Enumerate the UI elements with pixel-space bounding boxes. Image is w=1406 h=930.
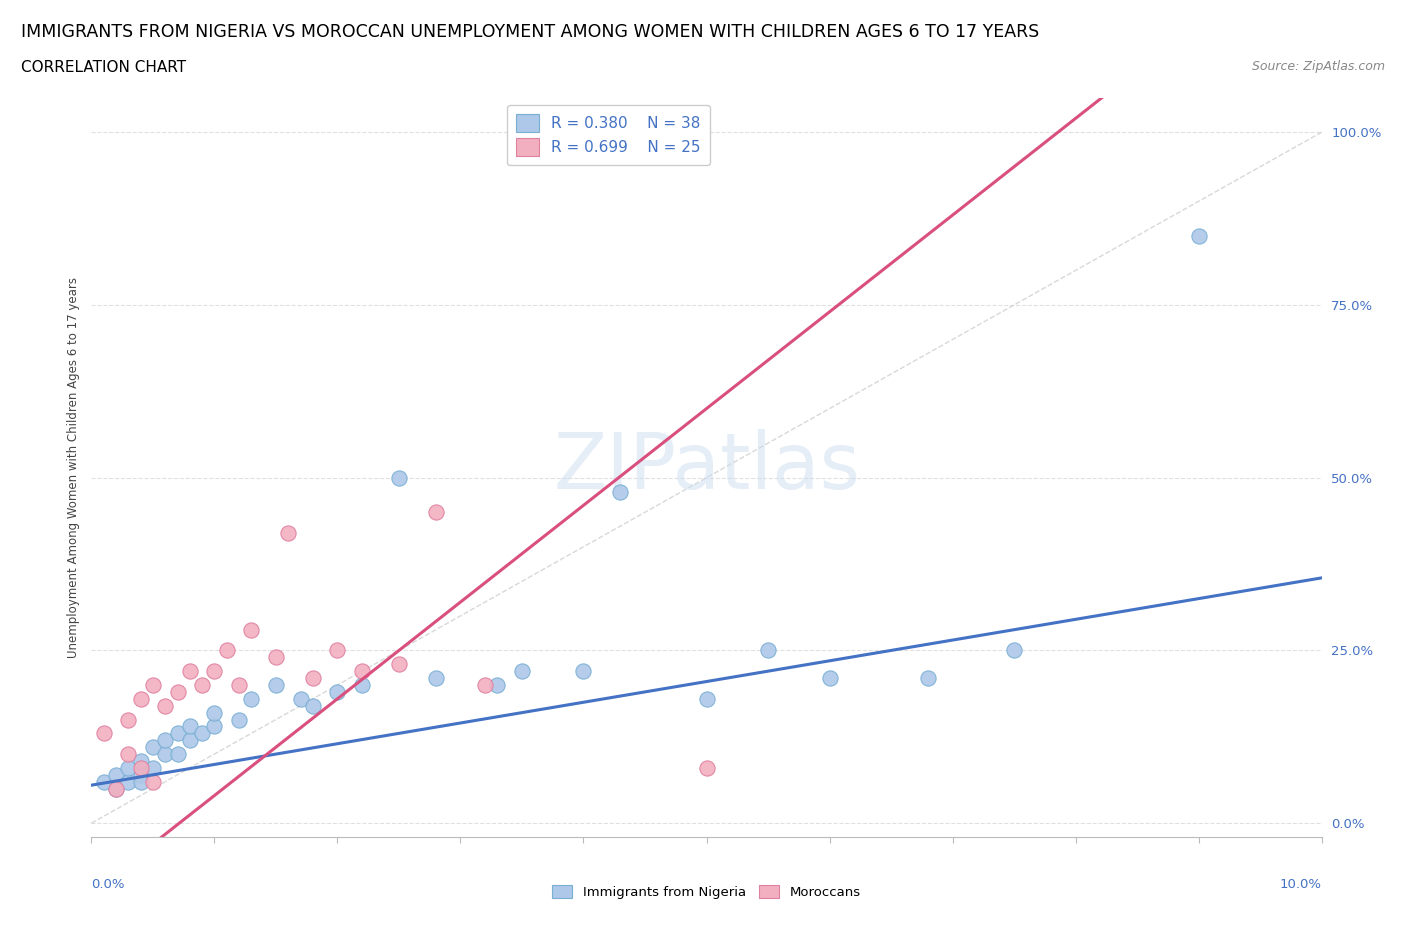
Point <box>388 471 411 485</box>
Point <box>756 643 779 658</box>
Y-axis label: Unemployment Among Women with Children Ages 6 to 17 years: Unemployment Among Women with Children A… <box>67 277 80 658</box>
Text: ZIPatlas: ZIPatlas <box>553 430 860 505</box>
Point <box>117 712 139 727</box>
Point <box>301 698 323 713</box>
Point <box>202 705 225 720</box>
Point <box>129 691 152 706</box>
Point <box>350 664 373 679</box>
Point <box>202 719 225 734</box>
Text: CORRELATION CHART: CORRELATION CHART <box>21 60 186 75</box>
Point <box>264 650 287 665</box>
Point <box>277 525 299 540</box>
Point <box>105 781 127 796</box>
Point <box>696 761 718 776</box>
Point <box>301 671 323 685</box>
Point <box>191 678 214 693</box>
Point <box>609 485 631 499</box>
Point <box>93 775 115 790</box>
Point <box>240 691 263 706</box>
Point <box>326 643 349 658</box>
Point <box>153 733 177 748</box>
Point <box>350 678 373 693</box>
Point <box>202 664 225 679</box>
Point <box>129 767 152 782</box>
Point <box>240 622 263 637</box>
Point <box>696 691 718 706</box>
Point <box>105 781 127 796</box>
Point <box>228 678 250 693</box>
Point <box>166 747 188 762</box>
Point <box>425 505 447 520</box>
Point <box>818 671 841 685</box>
Point <box>917 671 939 685</box>
Point <box>388 657 411 671</box>
Point <box>228 712 250 727</box>
Point <box>179 733 201 748</box>
Point <box>142 678 165 693</box>
Point <box>142 775 165 790</box>
Point <box>93 726 115 741</box>
Point <box>474 678 496 693</box>
Point <box>153 747 177 762</box>
Point <box>486 678 509 693</box>
Point <box>572 664 595 679</box>
Point <box>425 671 447 685</box>
Point <box>129 775 152 790</box>
Point <box>326 684 349 699</box>
Point <box>166 684 188 699</box>
Point <box>142 761 165 776</box>
Text: 10.0%: 10.0% <box>1279 879 1322 892</box>
Point <box>179 719 201 734</box>
Point <box>179 664 201 679</box>
Point <box>117 775 139 790</box>
Point <box>129 753 152 768</box>
Point <box>1002 643 1025 658</box>
Text: 0.0%: 0.0% <box>91 879 125 892</box>
Legend: Immigrants from Nigeria, Moroccans: Immigrants from Nigeria, Moroccans <box>547 880 866 904</box>
Point <box>264 678 287 693</box>
Point <box>510 664 533 679</box>
Point <box>117 747 139 762</box>
Point <box>105 767 127 782</box>
Point <box>166 726 188 741</box>
Point <box>142 739 165 754</box>
Point <box>153 698 177 713</box>
Text: IMMIGRANTS FROM NIGERIA VS MOROCCAN UNEMPLOYMENT AMONG WOMEN WITH CHILDREN AGES : IMMIGRANTS FROM NIGERIA VS MOROCCAN UNEM… <box>21 23 1039 41</box>
Text: Source: ZipAtlas.com: Source: ZipAtlas.com <box>1251 60 1385 73</box>
Point <box>191 726 214 741</box>
Point <box>215 643 238 658</box>
Point <box>129 761 152 776</box>
Point <box>117 761 139 776</box>
Point <box>290 691 312 706</box>
Point <box>1187 229 1209 244</box>
